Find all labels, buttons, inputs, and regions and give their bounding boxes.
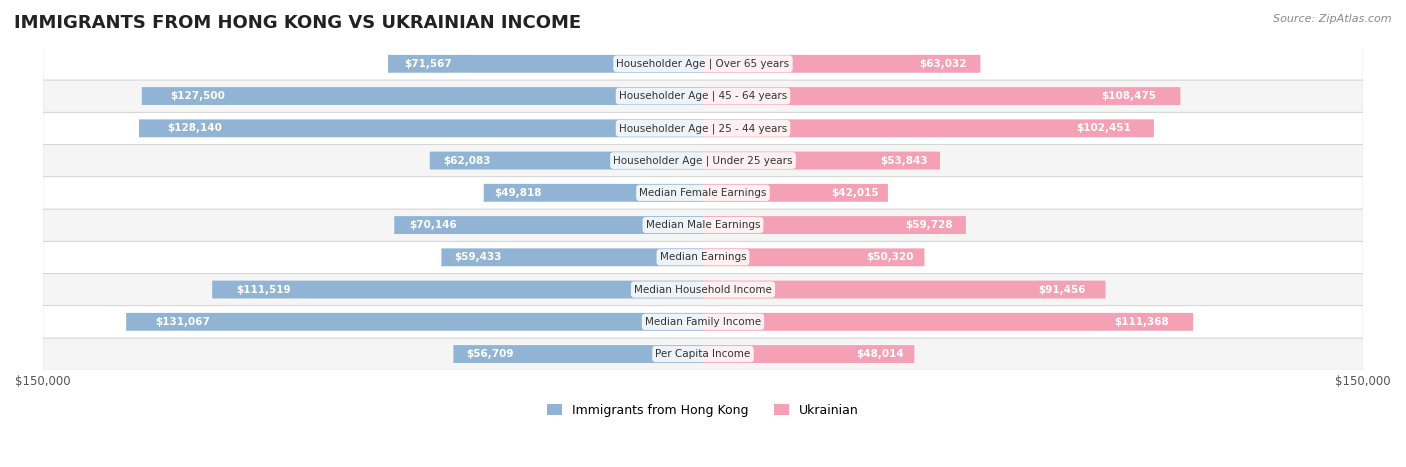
FancyBboxPatch shape [42, 209, 1364, 241]
FancyBboxPatch shape [453, 345, 703, 363]
FancyBboxPatch shape [484, 184, 703, 202]
Text: $128,140: $128,140 [167, 123, 222, 133]
Text: $127,500: $127,500 [170, 91, 225, 101]
Text: $131,067: $131,067 [155, 317, 209, 327]
FancyBboxPatch shape [703, 313, 1194, 331]
Text: $63,032: $63,032 [920, 59, 966, 69]
FancyBboxPatch shape [703, 152, 941, 170]
FancyBboxPatch shape [42, 177, 1364, 209]
FancyBboxPatch shape [139, 120, 703, 137]
FancyBboxPatch shape [42, 112, 1364, 144]
Text: $111,519: $111,519 [236, 284, 291, 295]
FancyBboxPatch shape [430, 152, 703, 170]
Text: Median Male Earnings: Median Male Earnings [645, 220, 761, 230]
FancyBboxPatch shape [42, 241, 1364, 274]
Text: $111,368: $111,368 [1114, 317, 1168, 327]
FancyBboxPatch shape [703, 120, 1154, 137]
Text: $71,567: $71,567 [404, 59, 451, 69]
Text: $59,433: $59,433 [454, 252, 502, 262]
Text: Householder Age | Over 65 years: Householder Age | Over 65 years [616, 58, 790, 69]
FancyBboxPatch shape [212, 281, 703, 298]
Text: IMMIGRANTS FROM HONG KONG VS UKRAINIAN INCOME: IMMIGRANTS FROM HONG KONG VS UKRAINIAN I… [14, 14, 581, 32]
Text: Per Capita Income: Per Capita Income [655, 349, 751, 359]
FancyBboxPatch shape [42, 48, 1364, 80]
FancyBboxPatch shape [703, 87, 1181, 105]
Text: Householder Age | 45 - 64 years: Householder Age | 45 - 64 years [619, 91, 787, 101]
Text: $48,014: $48,014 [856, 349, 904, 359]
Text: $53,843: $53,843 [880, 156, 928, 166]
Text: $56,709: $56,709 [465, 349, 513, 359]
FancyBboxPatch shape [42, 80, 1364, 112]
FancyBboxPatch shape [142, 87, 703, 105]
Text: $50,320: $50,320 [866, 252, 914, 262]
Text: $70,146: $70,146 [409, 220, 457, 230]
FancyBboxPatch shape [441, 248, 703, 266]
FancyBboxPatch shape [42, 338, 1364, 370]
FancyBboxPatch shape [703, 281, 1105, 298]
Text: Median Female Earnings: Median Female Earnings [640, 188, 766, 198]
Text: Householder Age | Under 25 years: Householder Age | Under 25 years [613, 156, 793, 166]
Text: $49,818: $49,818 [495, 188, 543, 198]
FancyBboxPatch shape [703, 216, 966, 234]
FancyBboxPatch shape [703, 184, 889, 202]
Text: $62,083: $62,083 [443, 156, 491, 166]
Text: Median Household Income: Median Household Income [634, 284, 772, 295]
Text: $91,456: $91,456 [1038, 284, 1085, 295]
FancyBboxPatch shape [703, 55, 980, 73]
Text: Median Earnings: Median Earnings [659, 252, 747, 262]
FancyBboxPatch shape [127, 313, 703, 331]
Text: Householder Age | 25 - 44 years: Householder Age | 25 - 44 years [619, 123, 787, 134]
FancyBboxPatch shape [42, 305, 1364, 338]
Text: $108,475: $108,475 [1101, 91, 1157, 101]
FancyBboxPatch shape [42, 273, 1364, 306]
Text: $102,451: $102,451 [1077, 123, 1132, 133]
Text: $59,728: $59,728 [905, 220, 953, 230]
Legend: Immigrants from Hong Kong, Ukrainian: Immigrants from Hong Kong, Ukrainian [543, 399, 863, 422]
FancyBboxPatch shape [394, 216, 703, 234]
FancyBboxPatch shape [703, 248, 925, 266]
FancyBboxPatch shape [388, 55, 703, 73]
FancyBboxPatch shape [703, 345, 914, 363]
Text: $42,015: $42,015 [831, 188, 879, 198]
Text: Median Family Income: Median Family Income [645, 317, 761, 327]
FancyBboxPatch shape [42, 144, 1364, 177]
Text: Source: ZipAtlas.com: Source: ZipAtlas.com [1274, 14, 1392, 24]
